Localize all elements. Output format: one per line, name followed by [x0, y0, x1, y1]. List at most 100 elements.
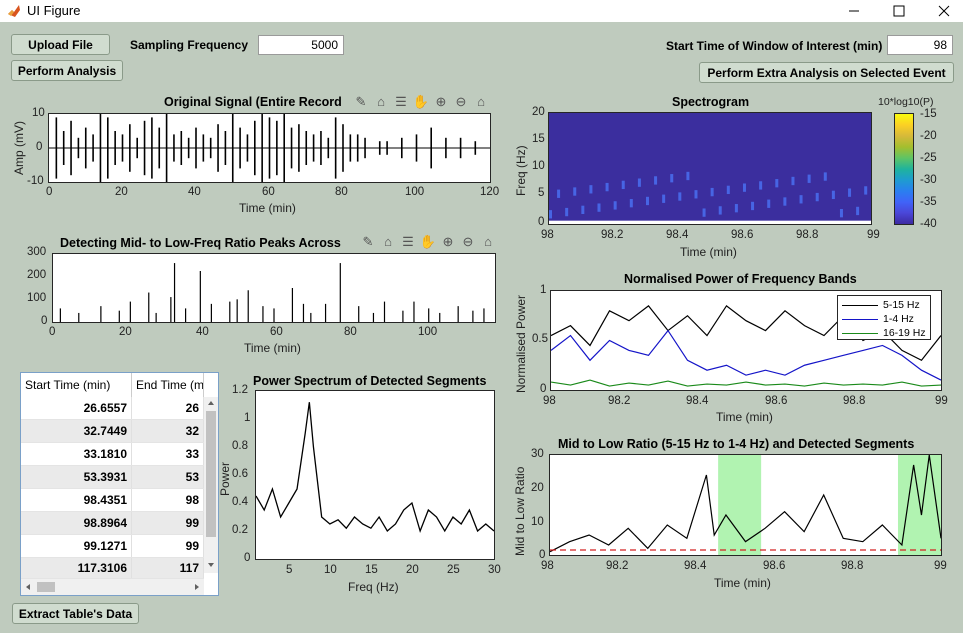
home-icon[interactable]: ⌂: [484, 234, 492, 249]
extract-table-button[interactable]: Extract Table's Data: [12, 603, 139, 624]
norm-power-legend[interactable]: 5-15 Hz 1-4 Hz 16-19 Hz: [837, 295, 931, 340]
norm-ytick: 0.5: [532, 333, 548, 345]
table-cell[interactable]: 98.4351: [21, 489, 132, 511]
orig-signal-plot[interactable]: [48, 113, 491, 183]
psd-xtick: 30: [488, 564, 501, 576]
spec-xtick: 98: [541, 229, 554, 241]
table-cell[interactable]: 53: [132, 466, 204, 488]
spectrogram-cell: [718, 206, 722, 215]
zoom-out-icon[interactable]: ⊖: [455, 94, 467, 109]
spectrogram-cell: [823, 172, 827, 181]
mlr-plot[interactable]: [549, 454, 942, 556]
table-cell[interactable]: 32.7449: [21, 420, 132, 442]
table-row[interactable]: 26.6557 26: [21, 397, 204, 420]
maximize-button[interactable]: [876, 0, 922, 22]
table-cell[interactable]: 99: [132, 535, 204, 557]
table-cell[interactable]: 26: [132, 397, 204, 419]
psd-ytick: 1: [244, 412, 251, 424]
orig-xlabel: Time (min): [239, 201, 296, 215]
datatip-icon[interactable]: ⌂: [377, 94, 385, 109]
psd-plot[interactable]: [255, 390, 495, 560]
segments-table[interactable]: Start Time (min) End Time (m 26.6557 26 …: [20, 372, 219, 596]
close-button[interactable]: [921, 0, 963, 22]
table-row[interactable]: 98.4351 98: [21, 489, 204, 512]
extra-analysis-button[interactable]: Perform Extra Analysis on Selected Event: [699, 62, 954, 83]
table-row[interactable]: 32.7449 32: [21, 420, 204, 443]
cbar-tick: -40: [920, 218, 937, 230]
norm-xtick: 98.6: [765, 395, 788, 407]
table-cell[interactable]: 33: [132, 443, 204, 465]
ratio-xtick: 20: [119, 326, 132, 338]
ratio-xtick: 40: [196, 326, 209, 338]
table-row[interactable]: 33.1810 33: [21, 443, 204, 466]
minimize-button[interactable]: [831, 0, 877, 22]
spectrogram-cell: [856, 206, 860, 216]
orig-xtick: 0: [46, 186, 53, 198]
spectrogram-cell: [621, 180, 625, 190]
spectrogram-cell: [783, 197, 787, 206]
table-cell[interactable]: 33.1810: [21, 443, 132, 465]
colorbar[interactable]: [894, 113, 914, 225]
table-cell[interactable]: 32: [132, 420, 204, 442]
table-header-end[interactable]: End Time (m: [132, 373, 204, 397]
ratio-xtick: 0: [49, 326, 56, 338]
legend-label: 1-4 Hz: [883, 313, 914, 325]
table-cell[interactable]: 99: [132, 512, 204, 534]
legend-icon[interactable]: ☰: [402, 234, 414, 249]
table-horizontal-scrollbar[interactable]: [21, 579, 204, 595]
spectrogram-cell: [565, 207, 569, 217]
spectrogram-cell: [645, 196, 649, 206]
table-row[interactable]: 53.3931 53: [21, 466, 204, 489]
table-cell[interactable]: 53.3931: [21, 466, 132, 488]
spectrogram-cell: [662, 194, 666, 203]
spec-xlabel: Time (min): [680, 245, 737, 259]
mlr-xtick: 98.4: [684, 560, 707, 572]
perform-analysis-button[interactable]: Perform Analysis: [11, 60, 123, 81]
psd-ytick: 0.2: [232, 524, 248, 536]
legend-icon[interactable]: ☰: [395, 94, 407, 109]
home-icon[interactable]: ⌂: [477, 94, 485, 109]
spectrogram-cell: [839, 209, 843, 218]
pan-icon[interactable]: ✋: [412, 94, 430, 109]
spec-ytick: 0: [538, 216, 545, 228]
brush-icon[interactable]: ✎: [362, 234, 374, 249]
spectrogram-cell: [751, 201, 755, 211]
table-vertical-scrollbar[interactable]: [204, 397, 218, 573]
table-cell[interactable]: 26.6557: [21, 397, 132, 419]
zoom-in-icon[interactable]: ⊕: [435, 94, 447, 109]
spectrogram-cell: [734, 204, 738, 213]
legend-label: 16-19 Hz: [883, 327, 926, 339]
ratio-peaks-title: Detecting Mid- to Low-Freq Ratio Peaks A…: [60, 236, 341, 250]
spectrogram-cell: [831, 190, 835, 200]
table-row[interactable]: 117.3106 117: [21, 558, 204, 579]
table-cell[interactable]: 117: [132, 558, 204, 578]
sampling-frequency-field[interactable]: 5000: [258, 35, 344, 55]
norm-xtick: 98.2: [608, 395, 631, 407]
spectrogram-cell: [848, 188, 852, 197]
zoom-in-icon[interactable]: ⊕: [442, 234, 454, 249]
table-cell[interactable]: 98.8964: [21, 512, 132, 534]
legend-line-icon: [842, 318, 878, 320]
norm-xtick: 98.4: [686, 395, 709, 407]
ratio-peaks-plot[interactable]: [52, 253, 496, 323]
table-row[interactable]: 98.8964 99: [21, 512, 204, 535]
table-cell[interactable]: 99.1271: [21, 535, 132, 557]
orig-ytick: 0: [36, 141, 43, 153]
table-cell[interactable]: 98: [132, 489, 204, 511]
start-time-field[interactable]: 98: [887, 35, 953, 55]
table-row[interactable]: 99.1271 99: [21, 535, 204, 558]
psd-xtick: 5: [286, 564, 293, 576]
table-cell[interactable]: 117.3106: [21, 558, 132, 578]
mlr-ytick: 0: [539, 549, 546, 561]
spectrogram-plot[interactable]: [548, 112, 872, 225]
upload-file-button[interactable]: Upload File: [11, 34, 110, 55]
table-header-start[interactable]: Start Time (min): [21, 373, 132, 397]
spectrogram-cell: [637, 178, 641, 187]
brush-icon[interactable]: ✎: [355, 94, 367, 109]
mlr-ytick: 20: [531, 482, 544, 494]
spectrogram-cell: [686, 171, 690, 181]
datatip-icon[interactable]: ⌂: [384, 234, 392, 249]
start-time-label: Start Time of Window of Interest (min): [666, 39, 883, 53]
zoom-out-icon[interactable]: ⊖: [462, 234, 474, 249]
pan-icon[interactable]: ✋: [419, 234, 437, 249]
